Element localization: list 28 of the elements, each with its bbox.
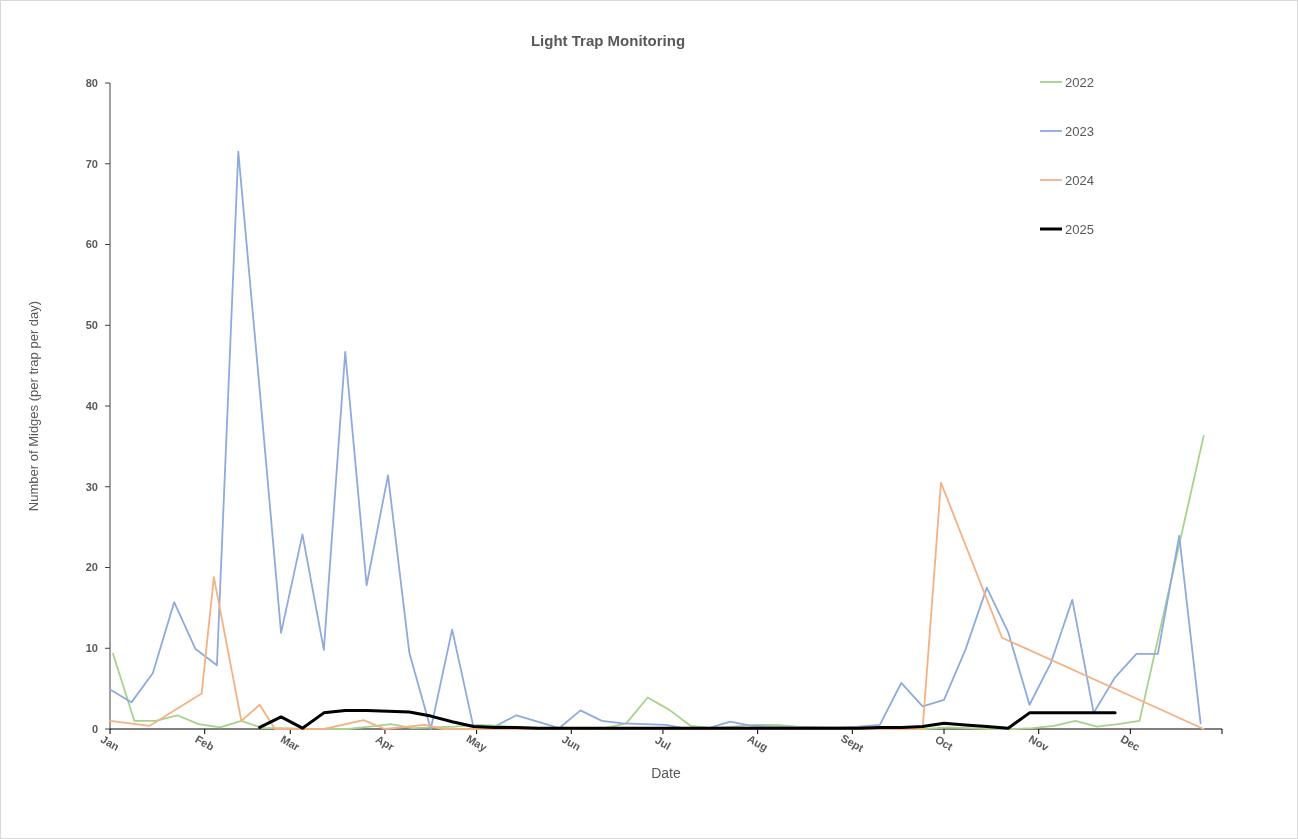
- legend-label: 2023: [1065, 123, 1094, 139]
- x-tick-label: Feb: [193, 732, 217, 754]
- legend-label: 2024: [1065, 172, 1094, 188]
- x-tick-label: Jul: [653, 733, 673, 753]
- x-axis-title: Date: [651, 765, 681, 781]
- y-tick-label: 0: [91, 722, 98, 735]
- legend-label: 2022: [1065, 74, 1094, 90]
- y-tick-label: 20: [85, 561, 98, 574]
- x-tick-label: Oct: [933, 733, 956, 753]
- y-tick-label: 10: [85, 642, 98, 655]
- y-tick-label: 70: [85, 157, 98, 170]
- y-axis-title: Number of Midges (per trap per day): [26, 300, 41, 512]
- chart-title: Light Trap Monitoring: [530, 32, 686, 49]
- y-tick-label: 30: [85, 480, 98, 493]
- x-tick-label: Jan: [98, 732, 122, 753]
- legend-label: 2025: [1065, 221, 1094, 237]
- x-tick-label: Apr: [373, 732, 397, 754]
- x-tick-label: May: [464, 732, 490, 754]
- x-tick-label: Mar: [278, 732, 303, 754]
- y-tick-label: 60: [85, 238, 98, 251]
- x-tick-label: Nov: [1026, 732, 1052, 754]
- x-tick-label: Dec: [1118, 732, 1143, 754]
- x-tick-label: Aug: [745, 732, 770, 754]
- y-tick-label: 80: [85, 76, 98, 89]
- x-tick-label: Jun: [559, 732, 584, 754]
- x-tick-label: Sept: [839, 731, 867, 755]
- y-tick-label: 40: [85, 399, 98, 412]
- y-tick-label: 50: [85, 319, 98, 332]
